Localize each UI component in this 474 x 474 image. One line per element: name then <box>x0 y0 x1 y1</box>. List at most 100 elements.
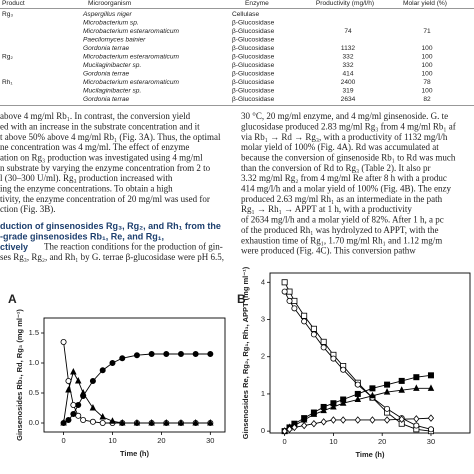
data-point <box>75 412 82 419</box>
data-point <box>74 377 82 384</box>
plot-frame <box>43 317 226 433</box>
body-line: ses Rg₃, Rg₂, and Rh₁ by G. terrae β-glu… <box>0 252 224 262</box>
data-point <box>340 366 347 373</box>
y-tick-label: 1 <box>261 389 265 398</box>
body-line: tivity, the enzyme concentration of 20 m… <box>0 194 210 204</box>
data-point <box>310 410 318 417</box>
table-cell: 82 <box>423 96 431 103</box>
table-cell: β-Glucosidase <box>232 62 275 69</box>
y-tick-label: 1.0 <box>29 358 39 367</box>
y-axis-label: Ginsenosides Rb₁, Rd, Rg₃ (mg ml⁻¹) <box>15 309 24 441</box>
data-point <box>301 318 308 325</box>
body-line: via Rb₁ → Rd → Rg₃, with a productivity … <box>241 132 448 142</box>
section-heading: duction of ginsenosides Rg₃, Rg₂, and Rh… <box>0 221 221 231</box>
data-point <box>384 405 391 412</box>
table-cell: 332 <box>342 53 353 60</box>
data-point <box>281 427 288 435</box>
data-point <box>383 388 391 395</box>
x-tick-label: 20 <box>378 437 386 446</box>
body-line: Rg₁ → Rh₁ → APPT at 1 h, with a producti… <box>241 204 412 214</box>
data-point <box>177 350 184 357</box>
data-point <box>286 425 293 434</box>
data-point <box>330 402 337 410</box>
data-point <box>133 419 141 426</box>
data-point <box>291 423 298 432</box>
table-cell: β-Glucosidase <box>232 96 275 103</box>
table-cell: Paecilomyces bainier <box>83 36 146 43</box>
table-cell: β-Glucosidase <box>232 87 275 94</box>
table-header: Productivity (mg/l/h) <box>316 0 374 7</box>
data-point <box>320 418 327 426</box>
body-line: ne concentration was 4 mg/ml. The effect… <box>0 142 189 152</box>
table-cell: Microbacterium esteraromaticum <box>83 53 180 60</box>
data-point <box>99 367 106 374</box>
data-point <box>89 418 96 425</box>
data-point <box>70 410 77 417</box>
data-point <box>301 312 308 319</box>
body-line: 3.32 mg/ml Rg₂ from 4 mg/ml Re after 8 h… <box>241 173 447 183</box>
table-cell: Rg₂ <box>2 53 13 60</box>
data-point <box>354 395 362 403</box>
body-line: ed with an increase in the substrate con… <box>0 121 200 131</box>
table-cell: Mucilaginibacter sp. <box>83 62 141 69</box>
body-line: glucosidase produced 2.83 mg/ml Rg₃ from… <box>241 121 456 131</box>
panel-label: A <box>8 292 17 306</box>
data-point <box>413 374 420 381</box>
table-header: Product <box>2 0 25 7</box>
body-line: were produced (Fig. 4C). This conversion… <box>241 246 416 256</box>
data-point <box>330 355 337 362</box>
data-point <box>320 406 327 414</box>
data-point <box>99 419 106 426</box>
data-point <box>330 416 337 424</box>
body-line: t above 50% above 4 mg/ml Rb₁ (Fig. 3A).… <box>0 132 221 142</box>
data-point <box>60 419 67 426</box>
table-cell: 414 <box>342 70 353 77</box>
body-line: 414 mg/l/h and a molar yield of 100% (Fi… <box>241 184 452 194</box>
data-point <box>65 386 72 393</box>
data-point <box>148 350 155 357</box>
data-point <box>369 416 376 424</box>
data-point <box>192 419 199 426</box>
table-cell: Rh₁ <box>2 79 13 86</box>
table-cell: 2400 <box>341 79 356 86</box>
body-line: than the conversion of Rd to Rg₃ (Table … <box>241 163 430 173</box>
table-cell: 100 <box>421 53 432 60</box>
table-cell: Cellulase <box>232 11 259 18</box>
x-tick-label: 30 <box>206 436 214 445</box>
y-tick-label: 4 <box>261 277 265 286</box>
body-line: because the conversion of ginsenoside Rb… <box>241 152 456 162</box>
x-tick-label: 0 <box>283 437 287 446</box>
table-cell: 71 <box>423 28 431 35</box>
table-cell: Aspergillus niger <box>82 11 133 18</box>
data-point <box>413 415 420 423</box>
data-point <box>369 391 376 399</box>
body-line: exhaustion time of Rg₁, 1.70 mg/ml Rh₁ a… <box>241 235 442 245</box>
table-cell: 332 <box>342 62 353 69</box>
body-line: The reaction conditions for the producti… <box>44 241 223 251</box>
data-point <box>310 419 318 428</box>
data-point <box>398 377 405 384</box>
data-point <box>89 377 96 384</box>
data-point <box>281 288 288 295</box>
y-tick-label: 1.5 <box>29 328 39 337</box>
table-cell: Gordonia terrae <box>83 45 130 52</box>
body-line: ction (Fig. 3B). <box>0 204 56 214</box>
data-point <box>89 404 97 411</box>
data-point <box>119 419 126 426</box>
table-cell: 100 <box>421 87 432 94</box>
table-cell: 1132 <box>341 45 356 52</box>
section-heading: -grade ginsenosides Rb₁, Re, and Rg₁, <box>0 231 164 241</box>
x-tick-label: 10 <box>329 437 337 446</box>
body-line: molar yield of 100% (Fig. 4A). Rd was ac… <box>241 142 439 152</box>
table-cell: Microbacterium esteraromaticum <box>83 79 180 86</box>
x-tick-label: 30 <box>427 437 435 446</box>
data-point <box>163 350 170 357</box>
data-point <box>70 368 77 375</box>
table-cell: 78 <box>423 79 431 86</box>
y-axis-label: Ginsenosides Re, Rg₂, Rg₁, Rh₁, APPT (mg… <box>241 266 250 439</box>
data-point <box>320 344 327 351</box>
y-tick-label: 3 <box>261 314 265 323</box>
table-cell: Mucilaginibacter sp. <box>83 87 141 94</box>
table-cell: Gordonia terrae <box>83 70 130 77</box>
